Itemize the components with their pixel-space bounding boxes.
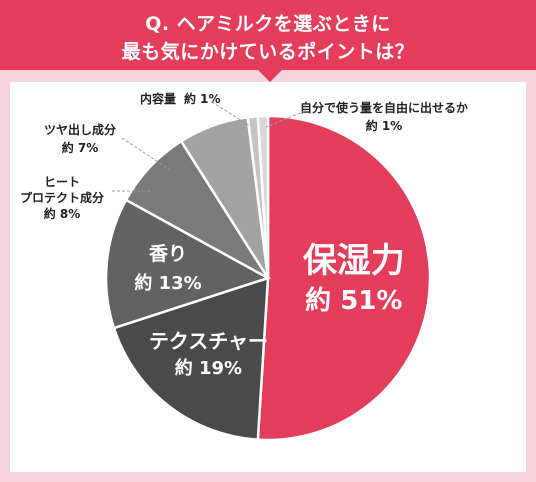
pie-slice-1	[112, 276, 270, 442]
pie-slice-0	[256, 114, 432, 442]
slice-label-6: 自分で使う量を自由に出せるか	[300, 100, 468, 115]
slice-label-2: 香り	[148, 243, 187, 265]
slice-value-4: 約 7%	[62, 140, 99, 155]
chart-title-line-2: 最も気にかけているポイントは？	[121, 41, 415, 63]
slice-label-3: ヒート	[44, 175, 80, 189]
slice-label-1: テクスチャー	[149, 329, 268, 353]
slice-value-0: 約 51%	[305, 285, 402, 316]
slice-value-2: 約 13%	[134, 272, 201, 294]
slice-value-5: 約 1%	[184, 91, 221, 106]
leader-line-5	[211, 101, 251, 127]
slice-label-3: プロテクト成分	[20, 190, 104, 205]
pie-slice-6	[256, 114, 270, 279]
leader-line-6	[265, 110, 306, 128]
slice-label-4: ツヤ出し成分	[44, 122, 116, 137]
pie-slice-2	[104, 198, 272, 330]
title-banner: Q. ヘアミルクを選ぶときに 最も気にかけているポイントは？	[0, 0, 536, 70]
slice-value-6: 約 1%	[366, 118, 403, 133]
slice-value-1: 約 19%	[175, 357, 242, 379]
slice-label-0: 保湿力	[303, 241, 405, 281]
chart-title-line-1: Q. ヘアミルクを選ぶときに	[145, 13, 391, 35]
banner-pointer	[258, 70, 282, 82]
slice-value-3: 約 8%	[44, 206, 81, 221]
slice-label-5: 内容量	[140, 91, 176, 106]
